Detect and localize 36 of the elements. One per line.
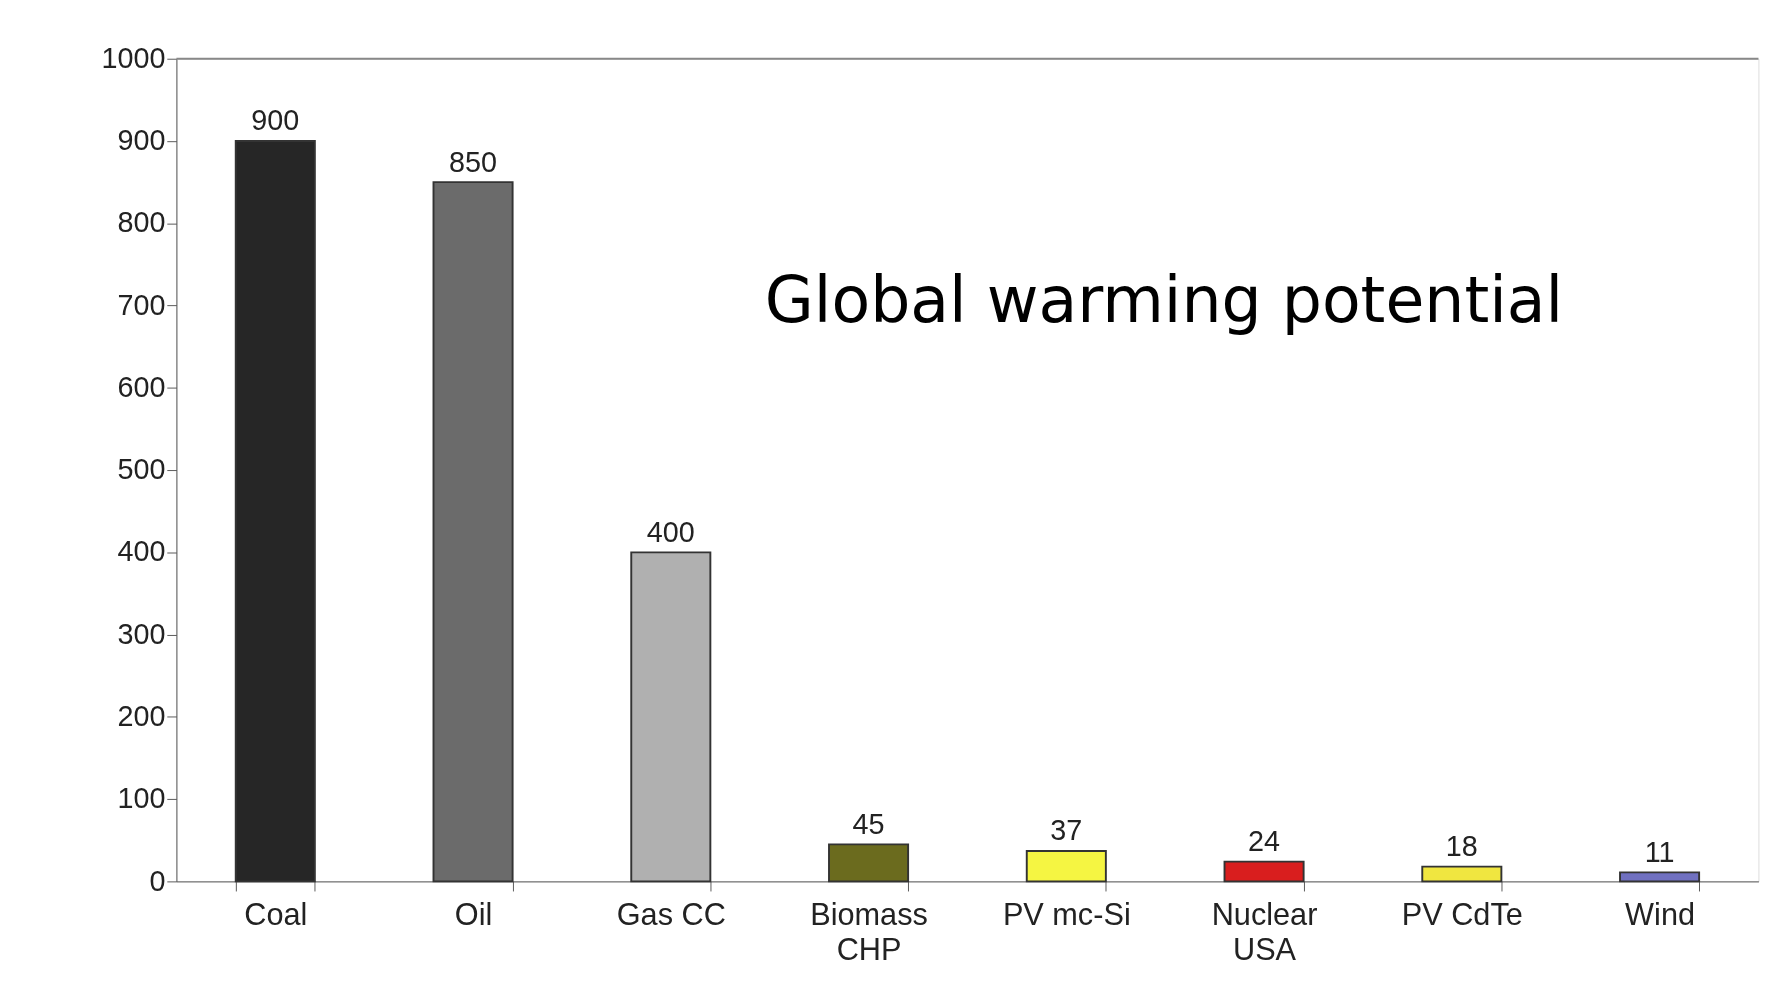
bar — [432, 181, 514, 883]
bar — [828, 843, 910, 883]
y-tick-label: 300 — [117, 617, 166, 650]
x-tick-label: Gas CC — [616, 897, 726, 933]
y-tick-label: 800 — [117, 206, 166, 239]
data-label: 18 — [1445, 830, 1478, 863]
data-label: 850 — [449, 145, 498, 178]
bar — [1421, 865, 1503, 883]
text: Global warming potential — [764, 263, 1564, 338]
bar — [1025, 850, 1107, 883]
bar — [630, 551, 712, 883]
y-tick-label: 200 — [117, 699, 166, 732]
y-tick-label: 500 — [117, 453, 166, 486]
x-tick-label: PV CdTe — [1401, 897, 1523, 933]
y-tick-label: 100 — [117, 782, 166, 815]
data-label: 900 — [251, 104, 300, 137]
y-tick-label: 700 — [117, 288, 166, 321]
x-tick-label: Biomass CHP — [810, 897, 928, 967]
y-tick-label: 600 — [117, 370, 166, 403]
y-tick-label: 0 — [149, 864, 166, 897]
data-label: 24 — [1248, 825, 1281, 858]
data-label: 37 — [1050, 814, 1083, 847]
x-tick-label: Coal — [244, 897, 308, 933]
data-label: 45 — [852, 807, 885, 840]
x-tick-label: PV mc-Si — [1002, 897, 1131, 933]
y-tick-label: 1000 — [101, 41, 166, 74]
data-label: 11 — [1644, 835, 1675, 868]
x-tick-label: Wind — [1625, 897, 1695, 933]
x-tick-label: Oil — [454, 897, 493, 933]
bar — [1223, 860, 1305, 883]
y-tick-label: 400 — [117, 535, 166, 568]
data-label: 400 — [646, 515, 695, 548]
y-tick-label: 900 — [117, 124, 166, 157]
x-tick-label: Nuclear USA — [1211, 897, 1318, 967]
bar — [1619, 871, 1701, 883]
bar — [234, 140, 316, 883]
